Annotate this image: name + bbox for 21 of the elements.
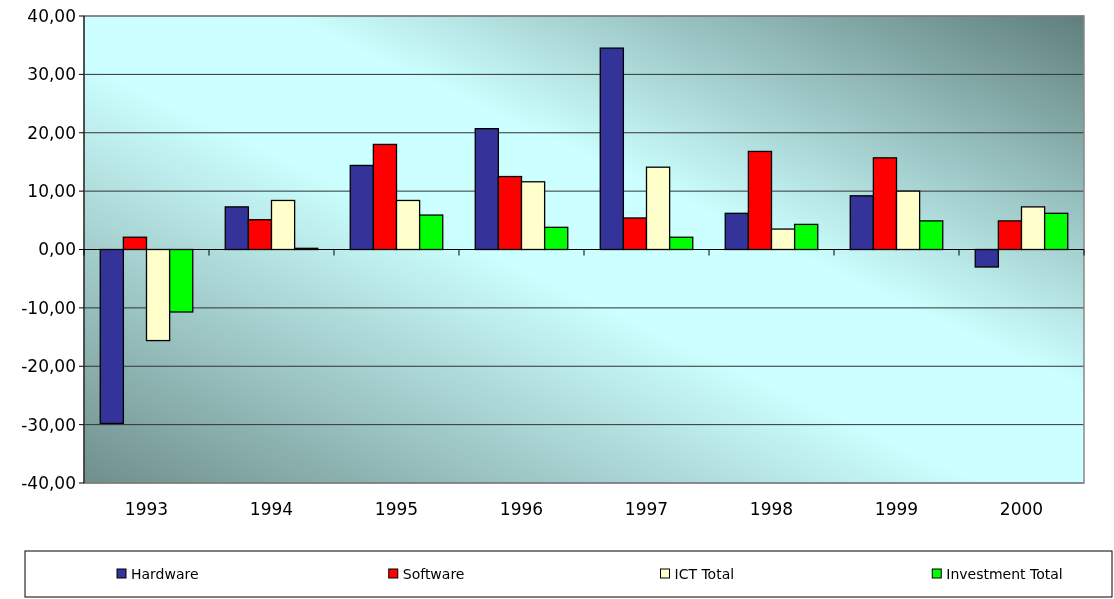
x-tick-label: 1998	[749, 499, 794, 519]
x-tick-label: 1995	[374, 499, 419, 519]
x-tick-label: 1999	[874, 499, 919, 519]
legend-label: Hardware	[131, 565, 199, 582]
y-tick-label: 40,00	[27, 5, 76, 26]
y-tick-label: -10,00	[21, 297, 76, 318]
y-tick-label: -40,00	[21, 472, 76, 493]
x-tick-label: 1994	[249, 499, 294, 519]
x-tick-label: 1997	[624, 499, 669, 519]
legend-label: Software	[402, 565, 465, 582]
x-tick-label: 2000	[999, 499, 1044, 519]
y-tick-label: -20,00	[21, 356, 76, 377]
legend-label: ICT Total	[674, 565, 735, 582]
y-tick-label: -30,00	[21, 414, 76, 435]
x-tick-label: 1996	[499, 499, 544, 519]
y-tick-label: 10,00	[27, 181, 76, 202]
legend-label: Investment Total	[946, 565, 1063, 582]
x-tick-label: 1993	[124, 499, 169, 519]
y-tick-label: 0,00	[38, 239, 76, 260]
y-tick-label: 20,00	[27, 122, 76, 143]
y-tick-label: 30,00	[27, 64, 76, 85]
